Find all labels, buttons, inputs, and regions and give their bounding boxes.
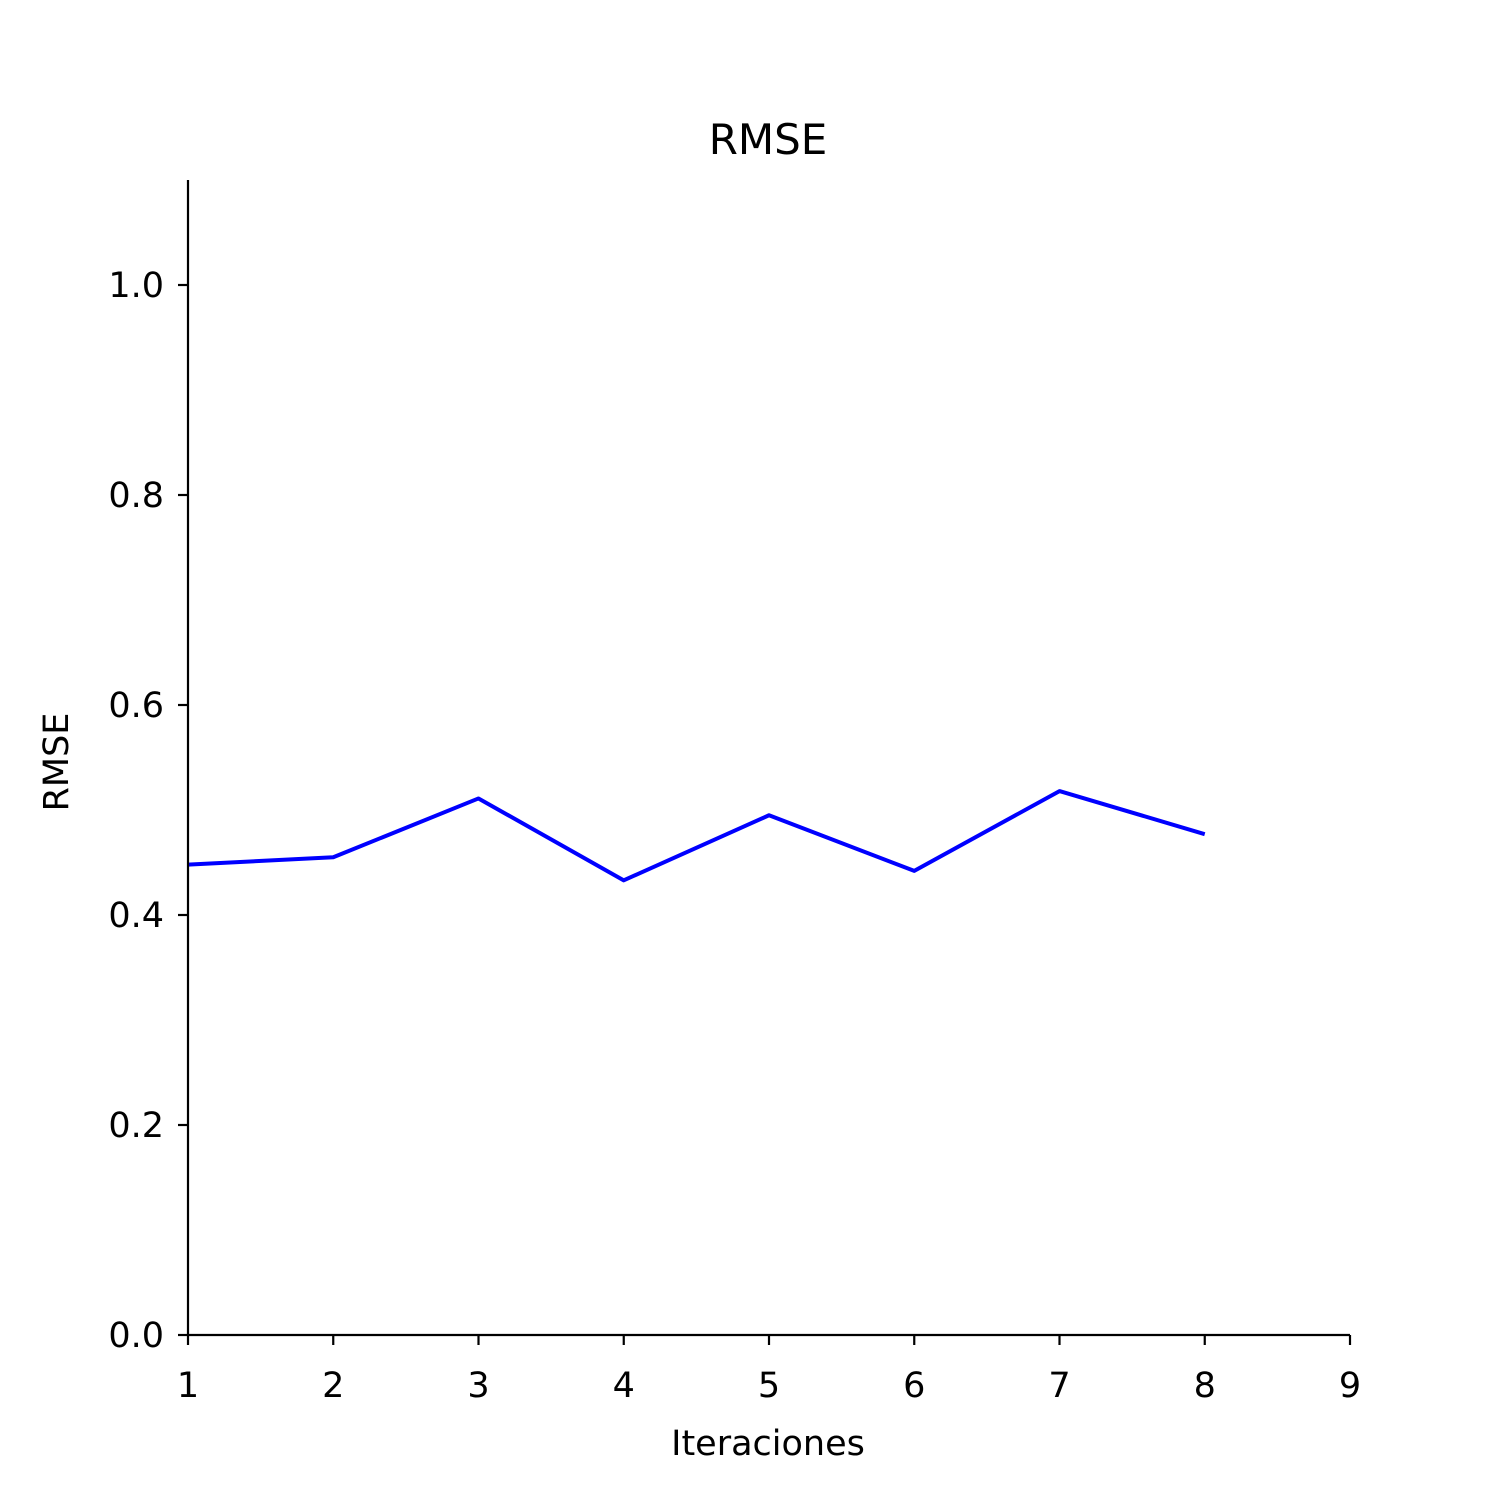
x-tick-label: 4 xyxy=(613,1366,635,1406)
series-line-1 xyxy=(187,789,1206,883)
y-axis-label: RMSE xyxy=(37,713,77,812)
x-axis-label: Iteraciones xyxy=(671,1424,865,1464)
chart-title: RMSE xyxy=(709,115,828,164)
y-tick-label: 1.0 xyxy=(108,266,164,306)
x-tick-label: 3 xyxy=(467,1366,489,1406)
y-tick-label: 0.0 xyxy=(108,1316,164,1356)
x-axis: 1 2 3 4 5 6 7 8 9 xyxy=(177,1333,1361,1406)
y-tick-label: 0.8 xyxy=(108,476,164,516)
x-tick-label: 6 xyxy=(903,1366,925,1406)
x-tick-label: 9 xyxy=(1339,1366,1361,1406)
y-tick-label: 0.2 xyxy=(108,1106,164,1146)
y-axis: 0.0 0.2 0.4 0.6 0.8 1.0 xyxy=(108,180,190,1356)
x-tick-label: 8 xyxy=(1194,1366,1216,1406)
x-tick-label: 5 xyxy=(758,1366,780,1406)
y-tick-label: 0.6 xyxy=(108,686,164,726)
x-tick-label: 7 xyxy=(1048,1366,1070,1406)
plot-area xyxy=(187,789,1206,883)
x-tick-label: 2 xyxy=(322,1366,344,1406)
x-tick-label: 1 xyxy=(177,1366,199,1406)
y-tick-label: 0.4 xyxy=(108,896,164,936)
